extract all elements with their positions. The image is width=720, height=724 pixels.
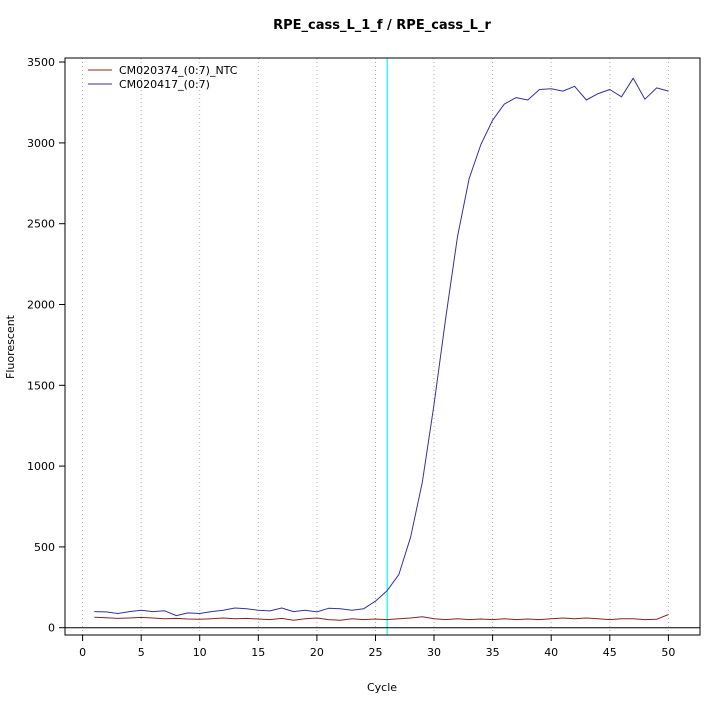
x-tick-label: 15 xyxy=(251,646,265,659)
x-tick-label: 20 xyxy=(310,646,324,659)
gridlines-layer xyxy=(65,58,700,635)
legend-label-ntc: CM020374_(0:7)_NTC xyxy=(119,64,238,77)
x-tick-label: 35 xyxy=(486,646,500,659)
x-tick-label: 45 xyxy=(603,646,617,659)
y-tick-label: 0 xyxy=(48,622,55,635)
x-tick-label: 40 xyxy=(544,646,558,659)
y-tick-label: 500 xyxy=(34,541,55,554)
x-tick-label: 30 xyxy=(427,646,441,659)
series-line-0 xyxy=(94,614,669,621)
x-tick-label: 0 xyxy=(79,646,86,659)
plot-border xyxy=(64,57,701,636)
y-axis-label: Fluorescent xyxy=(4,314,17,379)
y-tick-label: 2000 xyxy=(27,299,55,312)
y-tick-label: 1000 xyxy=(27,460,55,473)
x-tick-label: 25 xyxy=(369,646,383,659)
x-tick-label: 50 xyxy=(661,646,675,659)
x-tick-label: 10 xyxy=(193,646,207,659)
axis-ticks-layer: 0 5 10 15 20 25 30 35 40 45 5005001000150020002500… xyxy=(27,56,675,659)
series-lines-layer xyxy=(94,77,669,621)
legend-label-sample: CM020417_(0:7) xyxy=(119,78,210,91)
x-tick-label: 5 xyxy=(138,646,145,659)
legend: CM020374_(0:7)_NTC CM020417_(0:7) xyxy=(88,64,238,91)
series-line-1 xyxy=(94,77,669,617)
y-tick-label: 1500 xyxy=(27,379,55,392)
chart-title: RPE_cass_L_1_f / RPE_cass_L_r xyxy=(273,18,491,33)
y-tick-label: 3500 xyxy=(27,56,55,69)
x-axis-label: Cycle xyxy=(367,681,397,694)
y-tick-label: 3000 xyxy=(27,137,55,150)
y-tick-label: 2500 xyxy=(27,218,55,231)
